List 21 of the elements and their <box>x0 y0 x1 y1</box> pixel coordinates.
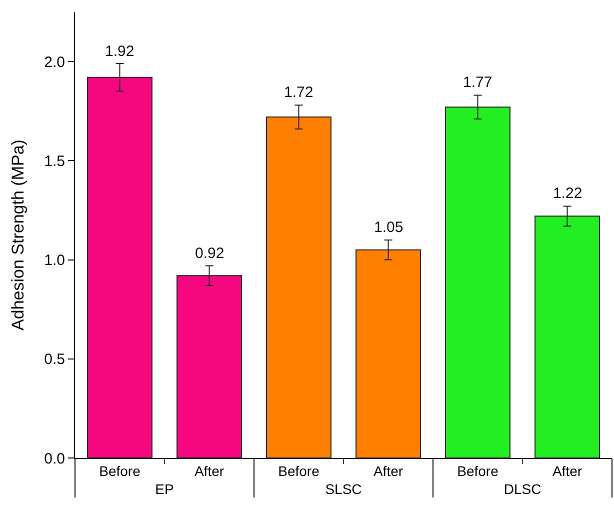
y-tick-label: 1.5 <box>44 152 65 170</box>
data-label: 1.22 <box>553 185 582 202</box>
y-tick-label: 0.0 <box>44 450 65 468</box>
text: DLSC <box>504 480 542 497</box>
x-tick-label: Before <box>278 462 320 479</box>
text: EP <box>155 480 174 497</box>
y-tick-label: 0.5 <box>44 351 65 368</box>
x-tick-label: After <box>194 462 224 479</box>
data-label: 1.92 <box>105 43 134 60</box>
data-label: 1.77 <box>463 74 492 91</box>
data-label: 0.92 <box>195 245 224 262</box>
x-tick-label: Before <box>99 462 141 479</box>
x-tick-label: Before <box>457 462 499 479</box>
data-label: 1.72 <box>284 84 314 101</box>
data-label: 1.05 <box>374 219 404 236</box>
x-tick-label: After <box>552 462 582 479</box>
y-tick-label: 2.0 <box>44 54 65 71</box>
text: SLSC <box>325 480 362 497</box>
y-axis-title: Adhesion Strength (MPa) <box>8 140 28 330</box>
y-tick-label: 1.0 <box>44 252 65 270</box>
x-tick-label: After <box>373 462 404 479</box>
